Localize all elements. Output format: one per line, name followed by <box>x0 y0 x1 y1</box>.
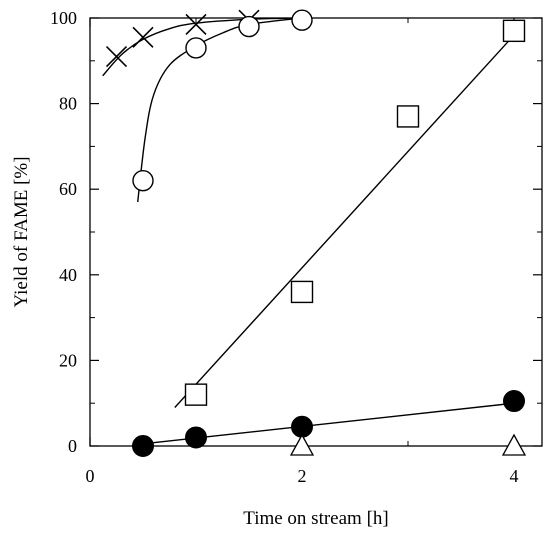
fit-curve-open-square <box>174 34 515 408</box>
open-square-marker <box>184 383 208 406</box>
cross-stroke <box>132 26 154 48</box>
data-markers <box>105 9 527 457</box>
open-circle-marker <box>291 9 313 31</box>
y-tick-label: 40 <box>59 265 77 285</box>
open-square-marker <box>502 19 526 43</box>
filled-circle-marker <box>185 426 207 449</box>
open-circle-marker <box>238 15 260 38</box>
x-tick-label: 0 <box>86 466 95 486</box>
open-circle-marker <box>132 169 154 192</box>
x-tick-label: 2 <box>298 466 307 486</box>
open-triangle-marker <box>289 433 315 456</box>
axis-ticks <box>89 17 542 447</box>
y-tick-label: 60 <box>59 179 77 199</box>
x-axis-label: Time on stream [h] <box>243 508 388 529</box>
y-axis-label: Yield of FAME [%] <box>11 156 32 307</box>
filled-circle-marker <box>132 435 154 457</box>
fit-curve-open-circle <box>137 17 303 203</box>
filled-circle-marker <box>503 390 525 413</box>
cross-stroke <box>185 13 207 35</box>
y-tick-label: 20 <box>59 350 77 370</box>
fit-curves <box>102 17 515 445</box>
open-square-marker <box>396 105 420 128</box>
cross-marker <box>185 13 207 35</box>
x-tick-label: 4 <box>510 466 519 486</box>
y-tick-label: 80 <box>59 94 77 114</box>
plot-frame <box>89 17 543 447</box>
y-tick-label: 0 <box>68 436 77 456</box>
y-tick-label: 100 <box>50 8 77 28</box>
open-circle-marker <box>185 37 207 59</box>
open-square-marker <box>290 280 314 304</box>
cross-stroke <box>105 45 128 68</box>
cross-marker <box>132 26 154 48</box>
cross-marker <box>105 45 128 68</box>
open-triangle-marker <box>501 433 527 456</box>
